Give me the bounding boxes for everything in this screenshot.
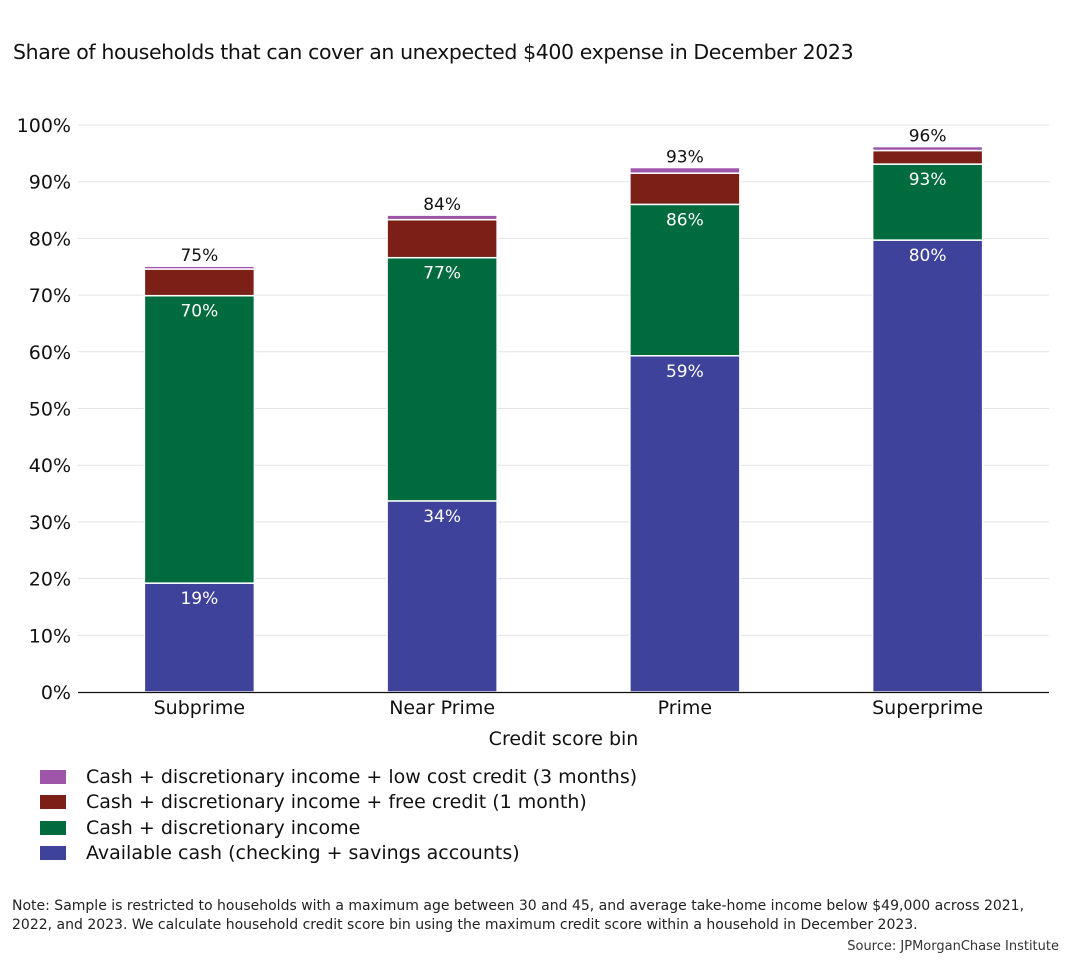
data-label: 59% — [666, 362, 704, 382]
data-label: 93% — [909, 170, 947, 190]
bar-segment — [871, 149, 984, 165]
bar-segment — [143, 265, 256, 270]
stacked-bar-chart: 0% 10% 20% 30% 40% 50% 60% 70% 80% 90% 100% 19% 70%… — [17, 115, 1049, 750]
bar-segment — [871, 163, 984, 241]
chart-title: Share of households that can cover an un… — [13, 40, 854, 64]
data-label-total: 96% — [909, 127, 947, 147]
legend-swatch — [40, 820, 66, 835]
bar-segment — [629, 203, 741, 357]
bar-segment — [386, 214, 498, 221]
data-label: 19% — [180, 589, 218, 609]
data-label-total: 93% — [666, 148, 704, 168]
y-tick-label: 10% — [29, 625, 71, 647]
legend-swatch — [40, 846, 66, 861]
data-label-total: 75% — [180, 246, 218, 266]
bar-segment — [386, 256, 498, 502]
bar-segment — [629, 166, 741, 174]
legend-label: Available cash (checking + savings accou… — [86, 842, 520, 865]
legend: Cash + discretionary income + low cost c… — [40, 764, 637, 866]
bar-segment — [629, 172, 741, 206]
x-tick-label: Subprime — [154, 697, 246, 719]
legend-label: Cash + discretionary income + low cost c… — [86, 765, 638, 788]
y-tick-label: 30% — [29, 512, 71, 534]
y-tick-label: 0% — [41, 682, 71, 704]
y-tick-label: 90% — [29, 172, 71, 194]
data-label: 86% — [666, 210, 704, 230]
y-tick-label: 80% — [29, 228, 71, 250]
x-tick-label: Prime — [658, 697, 712, 719]
bar-segment — [143, 582, 256, 693]
legend-item: Cash + discretionary income + free credi… — [40, 790, 637, 816]
x-axis-ticks: Subprime Near Prime Prime Superprime — [154, 697, 984, 719]
bar-segment — [143, 294, 256, 584]
y-tick-label: 100% — [17, 115, 71, 137]
x-tick-label: Near Prime — [389, 697, 495, 719]
y-axis-ticks: 0% 10% 20% 30% 40% 50% 60% 70% 80% 90% 100% — [17, 115, 71, 704]
legend-item: Available cash (checking + savings accou… — [40, 841, 637, 867]
legend-label: Cash + discretionary income — [86, 816, 361, 839]
bars — [143, 145, 984, 693]
data-labels: 19% 70% 75% 34% 77% 84% 59% 86% 93% 80% 93% 96% — [180, 127, 946, 610]
data-label: 77% — [423, 264, 461, 284]
y-tick-label: 20% — [29, 569, 71, 591]
legend-swatch — [40, 769, 66, 784]
bar-segment — [386, 218, 498, 259]
bar-segment — [871, 239, 984, 693]
chart-source: Source: JPMorganChase Institute — [847, 939, 1059, 954]
legend-swatch — [40, 795, 66, 810]
bar-segment — [629, 355, 741, 693]
data-label: 80% — [909, 246, 947, 266]
bar-segment — [871, 145, 984, 152]
bar-segment — [386, 500, 498, 693]
y-tick-label: 60% — [29, 342, 71, 364]
data-label-total: 84% — [423, 195, 461, 215]
legend-label: Cash + discretionary income + free credi… — [86, 791, 587, 814]
data-label: 34% — [423, 507, 461, 527]
legend-item: Cash + discretionary income — [40, 815, 637, 841]
y-tick-label: 70% — [29, 285, 71, 307]
y-tick-label: 40% — [29, 455, 71, 477]
chart-note: Note: Sample is restricted to households… — [12, 898, 1025, 933]
legend-item: Cash + discretionary income + low cost c… — [40, 764, 637, 790]
y-tick-label: 50% — [29, 399, 71, 421]
x-tick-label: Superprime — [872, 697, 983, 719]
x-axis-title: Credit score bin — [489, 728, 639, 750]
data-label: 70% — [180, 302, 218, 322]
bar-segment — [143, 268, 256, 297]
